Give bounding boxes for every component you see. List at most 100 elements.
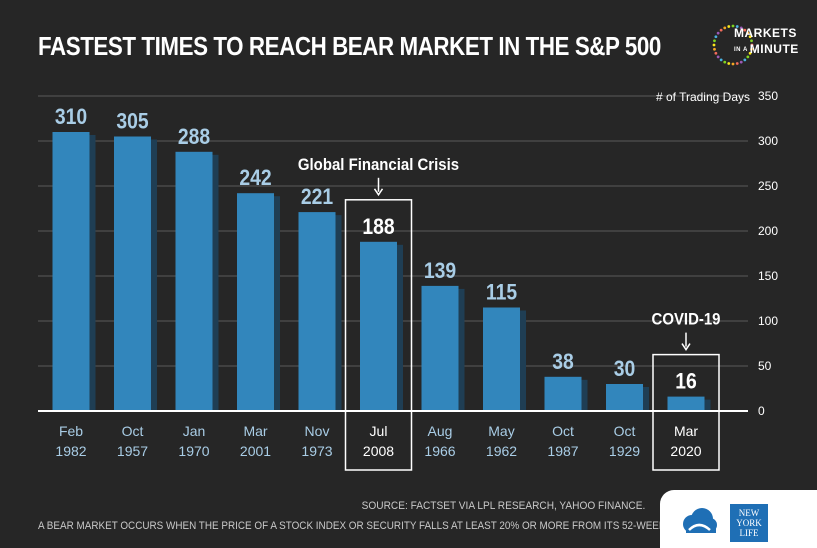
data-label: 188	[362, 215, 394, 239]
cloud-icon	[683, 508, 717, 533]
ring-dot	[743, 28, 747, 32]
bar-shadow	[335, 215, 342, 411]
ring-dot	[731, 24, 735, 28]
annotation-arrow-head	[681, 343, 691, 351]
annotation-label: Global Financial Crisis	[298, 156, 459, 174]
brand-line-2-main: MINUTE	[749, 42, 799, 56]
x-tick-label: 1966	[424, 443, 455, 459]
bar-shadow	[397, 244, 403, 411]
ring-dot	[731, 62, 735, 66]
data-label: 221	[301, 185, 333, 209]
bar	[544, 376, 582, 411]
x-tick-label: 1987	[547, 443, 578, 459]
y-tick-label: 300	[758, 134, 778, 148]
bar-shadow	[643, 387, 649, 411]
annotation-arrow-head	[373, 188, 384, 197]
bar	[360, 241, 397, 411]
bar-shadow	[274, 196, 280, 411]
data-label: 16	[675, 369, 697, 393]
x-tick-label: 2020	[670, 443, 701, 459]
ring-dot	[748, 51, 752, 55]
ring-dot	[735, 62, 739, 65]
definition-note: A BEAR MARKET OCCURS WHEN THE PRICE OF A…	[38, 520, 696, 532]
logo-panel: NEW YORK LIFE	[660, 490, 817, 548]
data-label: 242	[239, 166, 271, 190]
markets-in-a-minute-logo: MARKETS IN A MINUTE	[710, 18, 810, 76]
x-tick-label: 1957	[117, 443, 148, 459]
ring-dot	[739, 26, 743, 30]
x-tick-label: Oct	[122, 423, 144, 439]
ring-dot	[727, 62, 731, 65]
x-tick-label: Oct	[552, 423, 574, 439]
dotted-ring-icon	[712, 24, 754, 66]
x-tick-label: 1962	[486, 443, 517, 459]
x-tick-label: 1973	[301, 443, 332, 459]
ring-dot	[719, 28, 723, 32]
x-tick-label: Mar	[674, 423, 698, 439]
x-tick-label: Oct	[614, 423, 636, 439]
ring-dot	[714, 35, 718, 39]
y-tick-label: 100	[758, 314, 778, 328]
data-label: 310	[55, 105, 87, 129]
y-tick-label: 50	[758, 359, 772, 373]
ring-dot	[714, 51, 718, 55]
new-york-life-logo: NEW YORK LIFE	[730, 504, 768, 542]
data-label: 30	[614, 357, 636, 381]
data-label: 115	[486, 280, 517, 304]
bar	[298, 212, 336, 411]
x-tick-label: 2008	[363, 443, 394, 459]
bar	[175, 151, 213, 412]
ring-dot	[750, 47, 753, 51]
brand-line-1: MARKETS	[734, 26, 797, 40]
chart-title: FASTEST TIMES TO REACH BEAR MARKET IN TH…	[38, 31, 661, 61]
bar-shadow	[151, 139, 157, 411]
bar	[237, 193, 274, 411]
ring-dot	[713, 47, 716, 51]
bar	[483, 307, 520, 411]
brand-line-2-small: IN A	[734, 46, 748, 53]
x-tick-label: May	[488, 423, 514, 439]
highlight-box	[652, 353, 720, 471]
x-tick-label: Mar	[243, 423, 267, 439]
bar-shadow	[458, 288, 465, 411]
ring-dot	[713, 39, 716, 43]
x-tick-label: Aug	[428, 423, 453, 439]
x-tick-label: Jul	[370, 423, 388, 439]
highlight-box	[344, 199, 413, 471]
bar	[52, 132, 90, 411]
bar	[606, 384, 643, 411]
brand-line-2: IN A MINUTE	[734, 42, 799, 56]
bar-shadow	[520, 310, 526, 411]
x-tick-label: 2001	[240, 443, 271, 459]
x-tick-label: Nov	[305, 423, 330, 439]
data-label: 288	[178, 125, 210, 149]
ring-dot	[723, 60, 727, 64]
ring-dot	[735, 25, 739, 28]
x-tick-label: 1929	[609, 443, 640, 459]
ring-dot	[716, 55, 720, 59]
y-tick-label: 200	[758, 224, 778, 238]
ring-dot	[739, 60, 743, 64]
bar	[667, 396, 705, 411]
ring-dot	[746, 55, 750, 59]
source-note: SOURCE: FACTSET VIA LPL RESEARCH, YAHOO …	[361, 500, 645, 512]
y-tick-label: 250	[758, 179, 778, 193]
ring-dot	[727, 25, 731, 28]
x-tick-label: 1982	[55, 443, 86, 459]
x-tick-label: Jan	[183, 423, 206, 439]
data-label: 305	[116, 109, 148, 133]
ring-dot	[748, 35, 752, 39]
data-label: 38	[552, 350, 574, 374]
bar-shadow	[89, 135, 96, 411]
y-axis-unit-label: # of Trading Days	[656, 90, 750, 104]
ring-dot	[750, 39, 753, 43]
bar-shadow	[212, 154, 219, 412]
ring-dot	[743, 58, 747, 62]
ring-dot	[712, 43, 716, 47]
y-tick-label: 350	[758, 89, 778, 103]
ring-dot	[723, 26, 727, 30]
x-tick-label: 1970	[178, 443, 209, 459]
data-label: 139	[424, 259, 456, 283]
